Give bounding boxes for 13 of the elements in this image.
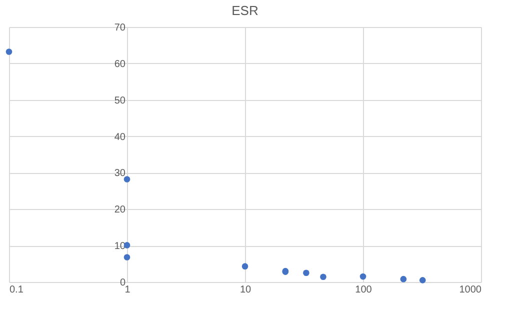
x-tick-label: 1 <box>124 284 131 296</box>
y-tick-label: 0 <box>120 278 126 288</box>
x-tick-label: 10 <box>240 284 252 296</box>
y-tick-label: 40 <box>114 132 126 143</box>
y-tick-label: 70 <box>114 22 126 34</box>
x-tick-label: 0.1 <box>10 284 24 296</box>
x-tick-label: 1000 <box>459 284 482 296</box>
x-tick-label: 100 <box>355 284 372 296</box>
y-tick-label: 30 <box>114 168 126 180</box>
y-tick-label: 50 <box>114 95 126 106</box>
y-tick-label: 20 <box>114 204 126 216</box>
y-tick-label: 60 <box>114 58 126 70</box>
chart-title: ESR <box>232 3 258 18</box>
